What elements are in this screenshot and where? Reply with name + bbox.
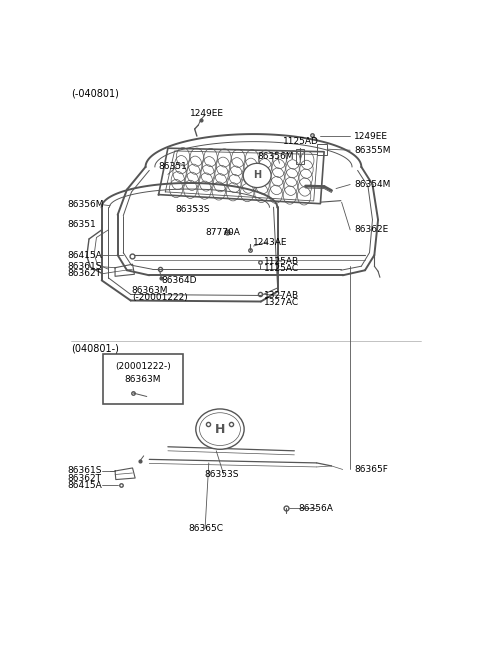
Text: H: H — [253, 170, 261, 180]
Text: 86353S: 86353S — [175, 205, 210, 214]
Text: 86363M: 86363M — [124, 375, 161, 384]
Text: 86362T: 86362T — [67, 269, 101, 278]
Text: 1243AE: 1243AE — [253, 238, 288, 246]
Text: 86356M: 86356M — [257, 152, 294, 161]
Text: 86361S: 86361S — [67, 466, 102, 476]
Text: (040801-): (040801-) — [71, 343, 119, 354]
Bar — [296, 149, 304, 164]
Text: 1125AD: 1125AD — [282, 137, 318, 145]
Text: 86354M: 86354M — [354, 180, 390, 189]
Text: 86365F: 86365F — [354, 465, 388, 474]
Bar — [317, 144, 327, 155]
Text: 86363M: 86363M — [132, 286, 168, 295]
Text: 87770A: 87770A — [205, 229, 240, 237]
Text: 86364D: 86364D — [161, 276, 197, 285]
Text: 86355M: 86355M — [354, 145, 390, 155]
Text: 86353S: 86353S — [204, 470, 239, 479]
Text: 1125AB: 1125AB — [264, 257, 299, 266]
Text: (-20001222): (-20001222) — [132, 293, 188, 302]
Text: 86362T: 86362T — [67, 474, 101, 483]
Text: (20001222-): (20001222-) — [115, 362, 171, 371]
Text: 86356A: 86356A — [298, 504, 333, 513]
Bar — [103, 354, 183, 404]
Text: 86362E: 86362E — [354, 225, 388, 234]
Text: 86361S: 86361S — [67, 262, 102, 271]
Text: 86351: 86351 — [67, 220, 96, 229]
Text: (-040801): (-040801) — [71, 88, 119, 99]
Ellipse shape — [196, 409, 244, 449]
Text: 86415A: 86415A — [67, 481, 102, 489]
Text: 1327AC: 1327AC — [264, 298, 299, 307]
Ellipse shape — [243, 163, 271, 187]
Text: 1327AB: 1327AB — [264, 291, 299, 300]
Text: 86365C: 86365C — [188, 524, 223, 533]
Text: 86356M: 86356M — [67, 200, 104, 209]
Text: 1249EE: 1249EE — [190, 109, 224, 119]
Text: 86415A: 86415A — [67, 251, 102, 259]
Text: H: H — [215, 422, 225, 436]
Text: 86351: 86351 — [158, 162, 187, 172]
Text: 1125AC: 1125AC — [264, 264, 299, 272]
Text: 1249EE: 1249EE — [354, 132, 388, 141]
